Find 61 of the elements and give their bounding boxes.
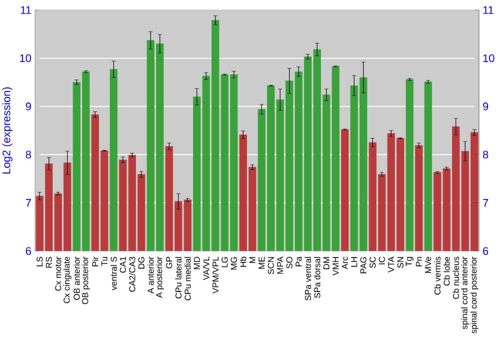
- x-tick-label: Hb: [240, 256, 246, 267]
- x-tick-label: DM: [323, 257, 330, 270]
- x-tick-label: MVe: [425, 256, 432, 273]
- x-tick-label: Cb vermis: [434, 256, 441, 295]
- x-tick-label: Cx motor: [55, 256, 62, 291]
- x-tick-label: SPa dorsal: [314, 257, 320, 298]
- y-tick-label: 6: [26, 247, 31, 255]
- x-tick-label: GP: [166, 256, 172, 268]
- x-tick-label: Tg: [406, 257, 414, 266]
- x-tick-label: M: [249, 257, 256, 263]
- x-tick-label: OB anterior: [73, 256, 80, 300]
- x-tick-label: Tu: [101, 257, 108, 266]
- y-tick-label: 10: [20, 54, 32, 62]
- y2-tick-label: 6: [483, 247, 488, 255]
- x-tick-label: ME: [258, 256, 265, 269]
- x-tick-label: Pa: [296, 256, 302, 266]
- y2-tick-label: 9: [483, 102, 488, 110]
- x-tick-label: VA/VL: [202, 256, 210, 280]
- x-tick-label: VPM/VPL: [212, 256, 219, 294]
- x-tick-label: ventral S: [110, 256, 117, 290]
- x-tick-label: CA1: [120, 256, 126, 273]
- x-tick-label: DG: [138, 257, 144, 269]
- x-tick-label: OB posterior: [82, 256, 90, 304]
- y-tick-label: 9: [26, 102, 31, 110]
- x-tick-label: SO: [286, 256, 292, 268]
- y-tick-label: 8: [26, 150, 31, 158]
- x-tick-label: spinal cord posterior: [470, 256, 478, 334]
- x-tick-label: MD: [194, 256, 200, 270]
- x-tick-label: MPA: [277, 256, 284, 274]
- x-tick-label: CA2/CA3: [128, 256, 136, 292]
- x-tick-label: IC: [378, 256, 385, 264]
- x-tick-label: PAG: [360, 257, 366, 274]
- x-tick-label: SN: [397, 257, 404, 268]
- x-tick-label: Pn: [416, 257, 422, 266]
- x-tick-label: VMH: [332, 257, 339, 276]
- y2-tick-label: 8: [483, 150, 488, 158]
- x-tick-label: LH: [351, 257, 358, 267]
- x-tick-label: SPa ventral: [304, 257, 312, 300]
- x-tick-label: RS: [46, 256, 52, 268]
- x-tick-label: CPu medial: [184, 257, 191, 300]
- y2-tick-label: 11: [483, 6, 494, 14]
- x-tick-label: Arc: [342, 256, 348, 270]
- y-tick-label: 7: [26, 199, 31, 207]
- x-tick-label: Pir: [92, 256, 98, 266]
- x-tick-label: spinal cord anterior: [461, 256, 470, 330]
- x-tick-label: Cb nucleus: [452, 256, 460, 299]
- x-tick-label: MG: [230, 257, 237, 270]
- y2-tick-label: 10: [483, 54, 494, 62]
- x-tick-label: LG: [222, 257, 228, 268]
- x-tick-label: Cb lobe: [443, 256, 450, 286]
- y2-tick-label: 7: [483, 199, 488, 207]
- x-tick-label: CPu lateral: [175, 257, 182, 298]
- y-axis-title: Log2 (expression): [2, 87, 12, 174]
- x-tick-label: SCN: [268, 257, 274, 274]
- x-tick-label: VTA: [388, 256, 394, 272]
- x-tick-label: A posterior: [156, 256, 164, 298]
- x-tick-label: LS: [36, 256, 43, 266]
- x-tick-label: A anterior: [147, 256, 154, 294]
- x-tick-label: Cx cingulate: [63, 256, 72, 304]
- y-tick-label: 11: [20, 6, 31, 14]
- x-tick-label: SC: [370, 256, 376, 268]
